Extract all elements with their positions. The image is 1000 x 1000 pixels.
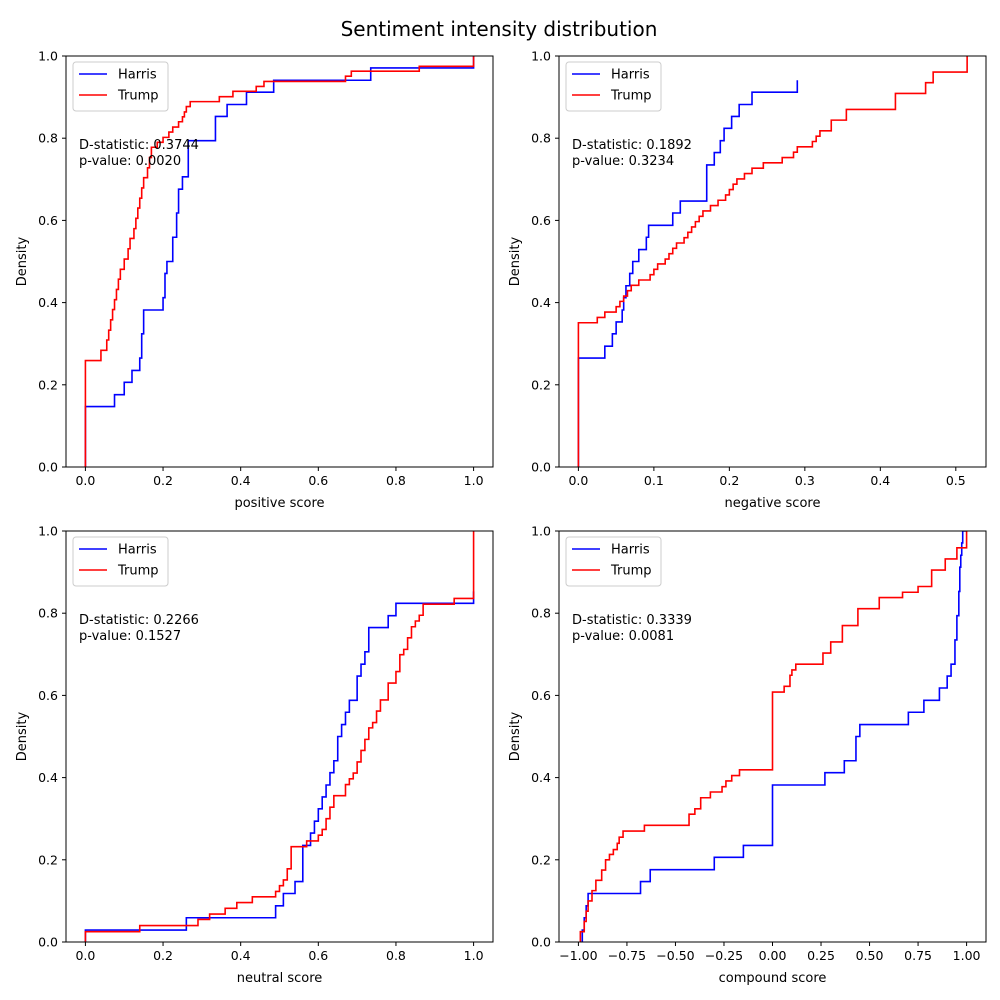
x-tick-label: 0.2	[153, 948, 173, 963]
x-tick-label: 0.3	[795, 473, 815, 488]
y-tick-label: 1.0	[38, 49, 58, 64]
x-tick-label: 0.8	[386, 473, 406, 488]
x-tick-label: 0.4	[870, 473, 890, 488]
x-tick-label: 0.50	[856, 948, 884, 963]
axes-frame	[558, 55, 987, 468]
y-tick-label: 0.6	[531, 213, 551, 228]
y-axis-label: Density	[508, 711, 523, 761]
y-tick-label: 1.0	[531, 524, 551, 539]
series-line-trump	[579, 531, 968, 942]
y-tick-label: 0.2	[531, 377, 551, 392]
x-tick-label: 0.4	[231, 473, 251, 488]
y-tick-label: 0.6	[38, 688, 58, 703]
subplot-3: 0.0 0.2 0.4 0.6 0.8 1.0 0.0 0.2 0.4 0.6 0.8 1.0 neut…	[15, 524, 494, 986]
y-tick-label: 0.0	[38, 460, 58, 475]
x-tick-label: 0.4	[231, 948, 251, 963]
x-tick-label: 0.2	[719, 473, 739, 488]
legend-label: Trump	[610, 564, 652, 579]
x-tick-label: 0.6	[308, 948, 328, 963]
series-line-trump	[577, 56, 968, 467]
y-tick-label: 0.4	[38, 295, 58, 310]
x-tick-label: −0.75	[608, 948, 646, 963]
x-axis-label: compound score	[719, 971, 827, 986]
x-tick-label: 0.0	[75, 473, 95, 488]
subplot-1: 0.0 0.2 0.4 0.6 0.8 1.0 0.0 0.2 0.4 0.6 0.8 1.0 posi…	[15, 49, 494, 511]
y-tick-label: 0.4	[531, 770, 551, 785]
stats-annotation: p-value: 0.0081	[572, 629, 674, 644]
x-tick-label: 0.0	[75, 948, 95, 963]
y-tick-label: 0.4	[531, 295, 551, 310]
legend: Harris Trump	[72, 536, 169, 587]
stats-annotation: D-statistic: 0.3339	[572, 613, 692, 628]
axes-frame	[65, 530, 494, 943]
y-axis-label: Density	[15, 711, 30, 761]
y-tick-label: 0.8	[38, 606, 58, 621]
y-axis-label: Density	[508, 236, 523, 286]
axes-frame	[65, 55, 494, 468]
x-tick-label: 0.1	[644, 473, 664, 488]
series-line-harris	[84, 591, 475, 942]
subplot-4: −1.00 −0.75 −0.50 −0.25 0.00 0.25 0.50 0.75 1.00…	[508, 524, 987, 986]
legend-label: Harris	[611, 68, 650, 83]
y-tick-label: 0.0	[38, 935, 58, 950]
y-axis-label: Density	[15, 236, 30, 286]
legend: Harris Trump	[565, 536, 662, 587]
legend: Harris Trump	[72, 61, 169, 112]
x-axis-label: neutral score	[237, 971, 323, 986]
y-tick-label: 0.8	[531, 131, 551, 146]
x-tick-label: 0.00	[759, 948, 787, 963]
stats-annotation: p-value: 0.1527	[79, 629, 181, 644]
series-line-trump	[84, 531, 475, 942]
x-tick-label: 0.6	[308, 473, 328, 488]
x-tick-label: −1.00	[559, 948, 597, 963]
legend: Harris Trump	[565, 61, 662, 112]
y-tick-label: 0.2	[531, 852, 551, 867]
legend-label: Harris	[118, 543, 157, 558]
x-tick-label: 0.0	[568, 473, 588, 488]
stats-annotation: p-value: 0.0020	[79, 154, 181, 169]
x-tick-label: 0.5	[946, 473, 966, 488]
stats-annotation: p-value: 0.3234	[572, 154, 674, 169]
stats-annotation: D-statistic: 0.3744	[79, 138, 199, 153]
y-tick-label: 0.6	[531, 688, 551, 703]
y-tick-label: 0.2	[38, 377, 58, 392]
series-line-harris	[577, 80, 799, 467]
x-tick-label: 1.0	[464, 473, 484, 488]
x-tick-label: 1.00	[953, 948, 981, 963]
y-tick-label: 0.0	[531, 935, 551, 950]
legend-label: Trump	[117, 89, 159, 104]
series-line-harris	[84, 56, 475, 467]
legend-label: Trump	[610, 89, 652, 104]
y-tick-label: 0.8	[531, 606, 551, 621]
figure-title: Sentiment intensity distribution	[341, 17, 658, 41]
y-tick-label: 1.0	[531, 49, 551, 64]
stats-annotation: D-statistic: 0.1892	[572, 138, 692, 153]
series-line-trump	[84, 56, 475, 467]
subplot-2: 0.0 0.1 0.2 0.3 0.4 0.5 0.0 0.2 0.4 0.6 0.8 1.0 nega…	[508, 49, 987, 511]
legend-label: Harris	[611, 543, 650, 558]
y-tick-label: 0.8	[38, 131, 58, 146]
y-tick-label: 1.0	[38, 524, 58, 539]
x-axis-label: negative score	[725, 496, 821, 511]
x-tick-label: 0.2	[153, 473, 173, 488]
y-tick-label: 0.4	[38, 770, 58, 785]
x-axis-label: positive score	[234, 496, 324, 511]
series-line-harris	[581, 531, 967, 942]
x-tick-label: 1.0	[464, 948, 484, 963]
y-tick-label: 0.2	[38, 852, 58, 867]
y-tick-label: 0.6	[38, 213, 58, 228]
x-tick-label: 0.25	[807, 948, 835, 963]
x-tick-label: 0.75	[904, 948, 932, 963]
x-tick-label: 0.8	[386, 948, 406, 963]
x-tick-label: −0.50	[656, 948, 694, 963]
legend-label: Harris	[118, 68, 157, 83]
stats-annotation: D-statistic: 0.2266	[79, 613, 199, 628]
x-tick-label: −0.25	[705, 948, 743, 963]
legend-label: Trump	[117, 564, 159, 579]
y-tick-label: 0.0	[531, 460, 551, 475]
